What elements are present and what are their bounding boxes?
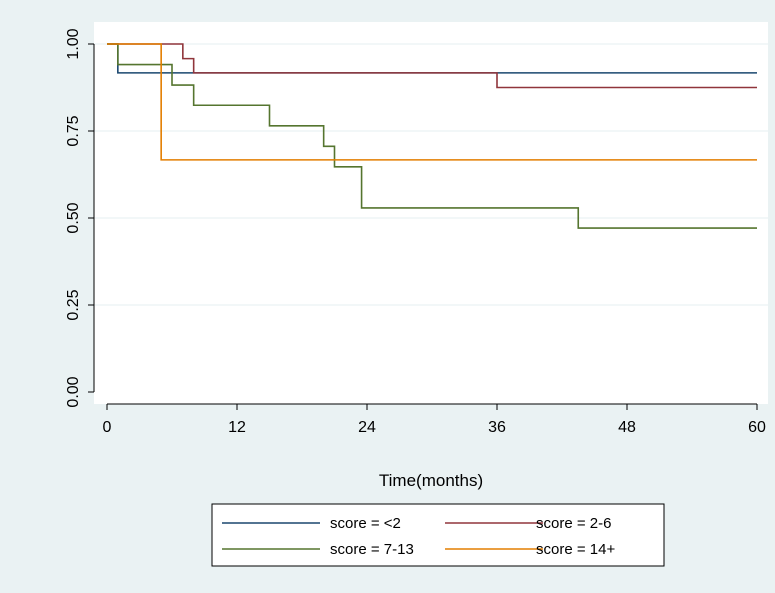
grid-lines [94,43,768,306]
legend-label: score = 2-6 [536,515,611,532]
x-tick-label: 36 [488,419,506,436]
legend-label: score = <2 [330,515,401,532]
legend: score = <2 score = 2-6 score = 7-13 score =… [211,503,665,567]
series-line-2 [107,43,757,89]
x-axis-label: Time(months) [379,471,483,490]
plot-region [94,22,768,404]
legend-label: score = 7-13 [330,541,414,558]
y-tick-label: 0.75 [65,115,82,146]
series-line-4 [107,43,757,161]
y-tick-label: 1.00 [65,28,82,59]
y-tick-label: 0.25 [65,289,82,320]
x-tick-label: 12 [228,419,246,436]
x-tick-label: 60 [748,419,766,436]
x-tick-label: 0 [103,419,112,436]
x-tick-label: 24 [358,419,376,436]
axes: 0.00 0.25 0.50 0.75 1.00 0 12 24 36 48 60 [65,28,766,436]
legend-box [211,503,665,567]
series-line-3 [107,43,757,229]
y-tick-label: 0.00 [65,376,82,407]
legend-label: score = 14+ [536,541,615,558]
series-lines [107,43,757,229]
y-tick-label: 0.50 [65,202,82,233]
x-tick-label: 48 [618,419,636,436]
